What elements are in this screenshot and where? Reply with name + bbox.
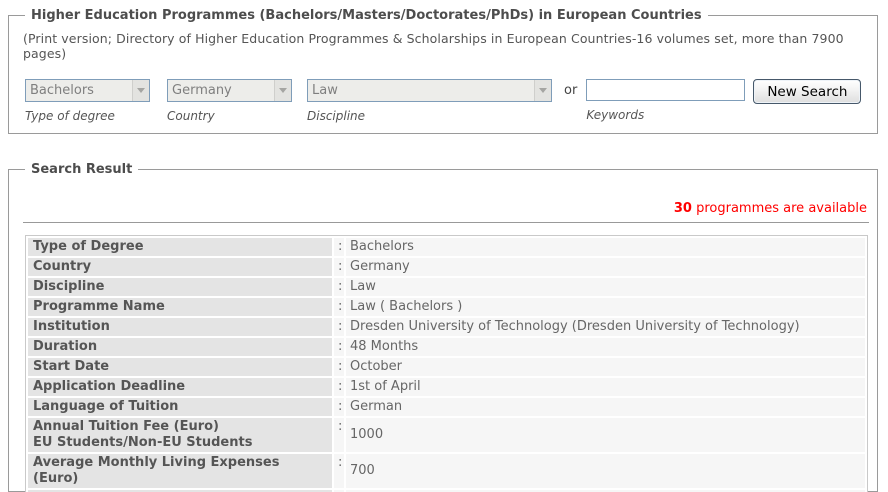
row-colon: : bbox=[334, 338, 344, 356]
chevron-down-icon bbox=[132, 80, 149, 101]
row-label: Application Deadline bbox=[28, 378, 332, 396]
row-colon: : bbox=[334, 238, 344, 256]
chevron-down-icon bbox=[534, 80, 551, 101]
row-colon: : bbox=[334, 418, 344, 452]
type-of-degree-select[interactable]: Bachelors bbox=[25, 79, 150, 102]
country-column: Germany Country bbox=[150, 79, 292, 123]
type-of-degree-select-value: Bachelors bbox=[30, 83, 94, 98]
result-table-wrap: Type of Degree : Bachelors Country : Ger… bbox=[25, 235, 868, 492]
row-label: Average Monthly Living Expenses (Euro) bbox=[28, 454, 332, 488]
row-colon: : bbox=[334, 398, 344, 416]
search-result-fieldset: Search Result 30 programmes are availabl… bbox=[8, 162, 878, 492]
row-country: Country : Germany bbox=[28, 258, 865, 276]
row-institution: Institution : Dresden University of Tech… bbox=[28, 318, 865, 336]
page: Higher Education Programmes (Bachelors/M… bbox=[0, 8, 888, 492]
result-count: 30 programmes are available bbox=[17, 201, 867, 216]
row-label: Programme Name bbox=[28, 298, 332, 316]
discipline-column: Law Discipline bbox=[292, 79, 552, 123]
row-colon: : bbox=[334, 278, 344, 296]
result-table: Type of Degree : Bachelors Country : Ger… bbox=[26, 236, 867, 492]
row-label: Country bbox=[28, 258, 332, 276]
country-label: Country bbox=[167, 109, 215, 123]
row-label: Language of Tuition bbox=[28, 398, 332, 416]
row-colon: : bbox=[334, 318, 344, 336]
row-programme-name: Programme Name : Law ( Bachelors ) bbox=[28, 298, 865, 316]
row-label: Duration bbox=[28, 338, 332, 356]
keywords-column: Keywords bbox=[586, 79, 746, 122]
row-application-deadline: Application Deadline : 1st of April bbox=[28, 378, 865, 396]
row-label: Annual Tuition Fee (Euro) EU Students/No… bbox=[28, 418, 332, 452]
type-of-degree-label: Type of degree bbox=[25, 109, 115, 123]
row-duration: Duration : 48 Months bbox=[28, 338, 865, 356]
result-count-text: programmes are available bbox=[691, 201, 867, 216]
form-title: Higher Education Programmes (Bachelors/M… bbox=[31, 8, 702, 23]
discipline-select[interactable]: Law bbox=[307, 79, 552, 102]
divider bbox=[23, 222, 869, 223]
row-value: Bachelors bbox=[346, 238, 865, 256]
row-label: Contact Details for Further Information bbox=[28, 490, 332, 492]
form-subtitle: (Print version; Directory of Higher Educ… bbox=[23, 31, 844, 61]
keywords-input[interactable] bbox=[586, 79, 746, 101]
new-search-button[interactable]: New Search bbox=[753, 79, 862, 104]
row-colon: : bbox=[334, 358, 344, 376]
row-value: Germany bbox=[346, 258, 865, 276]
row-value: Dresden University of Technology (Dresde… bbox=[346, 318, 865, 336]
row-label: Type of Degree bbox=[28, 238, 332, 256]
row-start-date: Start Date : October bbox=[28, 358, 865, 376]
country-select-value: Germany bbox=[172, 83, 232, 98]
row-value: 700 bbox=[346, 454, 865, 488]
or-label: or bbox=[564, 83, 578, 98]
row-colon: : bbox=[334, 298, 344, 316]
result-count-number: 30 bbox=[673, 201, 692, 216]
row-value: 1st of April bbox=[346, 378, 865, 396]
degree-column: Bachelors Type of degree bbox=[25, 79, 150, 123]
row-value: 48 Months bbox=[346, 338, 865, 356]
chevron-down-icon bbox=[274, 80, 291, 101]
row-type-of-degree: Type of Degree : Bachelors bbox=[28, 238, 865, 256]
row-value: Law ( Bachelors ) bbox=[346, 298, 865, 316]
row-colon: : bbox=[334, 378, 344, 396]
row-colon: : bbox=[334, 454, 344, 488]
row-value: German bbox=[346, 398, 865, 416]
row-value: Law bbox=[346, 278, 865, 296]
search-result-title: Search Result bbox=[31, 162, 133, 177]
search-form-fieldset: Higher Education Programmes (Bachelors/M… bbox=[8, 8, 878, 134]
row-discipline: Discipline : Law bbox=[28, 278, 865, 296]
row-value: 1000 bbox=[346, 418, 865, 452]
row-colon: : bbox=[334, 258, 344, 276]
row-annual-tuition-fee: Annual Tuition Fee (Euro) EU Students/No… bbox=[28, 418, 865, 452]
row-label: Discipline bbox=[28, 278, 332, 296]
search-controls: Bachelors Type of degree Germany Country… bbox=[25, 79, 869, 123]
row-language-of-tuition: Language of Tuition : German bbox=[28, 398, 865, 416]
row-label: Institution bbox=[28, 318, 332, 336]
row-label: Start Date bbox=[28, 358, 332, 376]
discipline-label: Discipline bbox=[307, 109, 366, 123]
keywords-label: Keywords bbox=[586, 108, 645, 122]
country-select[interactable]: Germany bbox=[167, 79, 292, 102]
discipline-select-value: Law bbox=[312, 83, 338, 98]
row-living-expenses: Average Monthly Living Expenses (Euro) :… bbox=[28, 454, 865, 488]
row-value: October bbox=[346, 358, 865, 376]
